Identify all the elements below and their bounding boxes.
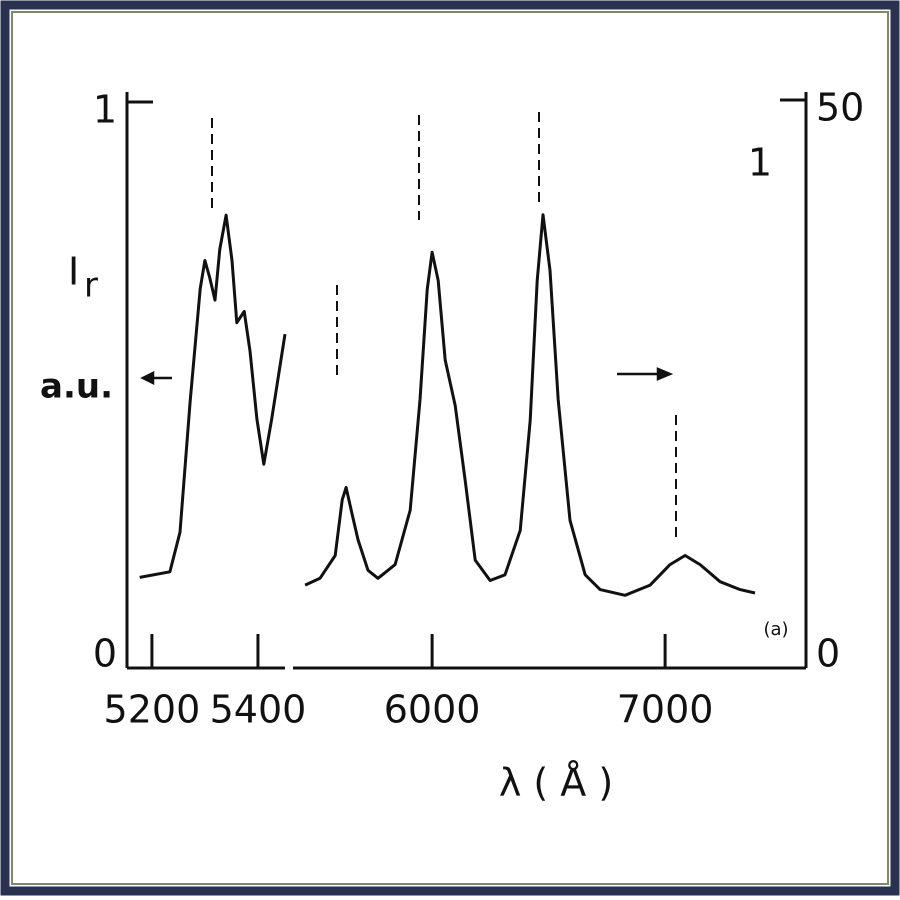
spectrum-line (139, 213, 287, 579)
annotation: 1 (748, 141, 772, 185)
peak-markers (211, 112, 677, 540)
y-tick-label: 0 (816, 632, 840, 676)
x-tick-label: 5200 (104, 688, 201, 732)
x-tick-label: 5400 (210, 688, 307, 732)
frame-inner (11, 11, 889, 885)
y-tick-label: 0 (93, 632, 117, 676)
x-tick-label: 7000 (617, 688, 714, 732)
y-tick-label: 1 (93, 88, 117, 132)
y-unit: a.u. (40, 367, 113, 407)
arrow-head (656, 367, 674, 381)
arrow-head (140, 370, 155, 386)
x-label: λ ( Å ) (499, 761, 613, 805)
y-label-sub: r (84, 266, 98, 306)
y-tick-label: 50 (816, 86, 864, 130)
annotation: (a) (763, 619, 788, 640)
spectrum-line (304, 213, 756, 597)
axis-arrows (140, 367, 674, 386)
y-label-main: I (68, 250, 79, 294)
x-tick-label: 6000 (384, 688, 481, 732)
